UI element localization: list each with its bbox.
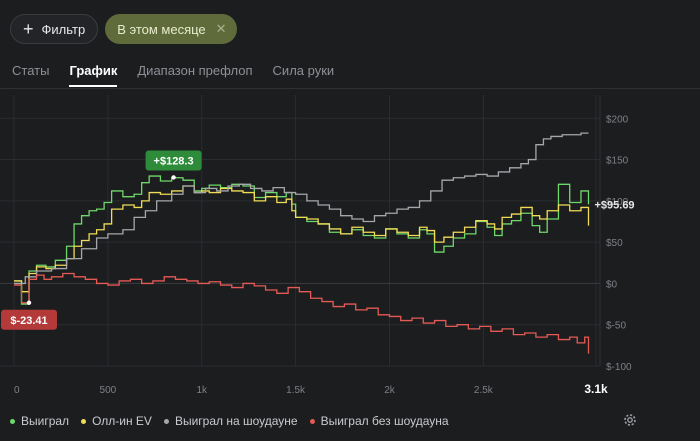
gear-icon[interactable] [622, 412, 638, 428]
max-value-label: +$128.3 [154, 155, 194, 167]
tab-stats[interactable]: Статы [12, 63, 50, 78]
legend-item-allin-ev[interactable]: Олл-ин EV [81, 414, 152, 428]
y-tick-label: $-50 [606, 321, 626, 332]
series-line-2 [14, 132, 589, 285]
x-tick-label: 2k [384, 385, 396, 396]
tab-bar: Статы График Диапазон префлоп Сила руки [12, 63, 334, 87]
tab-graph[interactable]: График [69, 63, 118, 87]
x-tick-label: 1k [196, 385, 208, 396]
y-tick-label: $50 [606, 238, 623, 249]
y-tick-label: $200 [606, 114, 629, 125]
chart-legend: Выиграл Олл-ин EV Выиграл на шоудауне Вы… [10, 414, 449, 428]
toolbar: + Фильтр В этом месяце ✕ [10, 14, 237, 44]
filter-button[interactable]: + Фильтр [10, 14, 99, 44]
min-value-label: $-23.41 [10, 315, 47, 327]
tab-hand-strength[interactable]: Сила руки [272, 63, 335, 78]
profit-chart[interactable]: $200 $150 $100 $50 $0 $-50 $-100 0 500 1k 1.5k 2k 2.… [0, 95, 700, 405]
legend-item-showdown[interactable]: Выиграл на шоудауне [163, 414, 298, 428]
period-label: В этом месяце [117, 21, 206, 37]
legend-item-non-showdown[interactable]: Выиграл без шоудауна [309, 414, 449, 428]
filter-label: Фильтр [41, 21, 86, 37]
tab-divider [0, 88, 700, 89]
legend-dot [81, 418, 87, 424]
annotation-badge [145, 150, 202, 171]
x-tick-label: 3.1k [584, 382, 608, 396]
legend-item-won[interactable]: Выиграл [10, 414, 69, 428]
period-filter-chip[interactable]: В этом месяце ✕ [105, 14, 237, 44]
annotation-point [171, 175, 176, 180]
series-line-0 [14, 175, 590, 305]
y-tick-label: $150 [606, 156, 629, 167]
annotation-point [26, 300, 32, 305]
x-tick-label: 0 [14, 385, 20, 396]
legend-dot [163, 418, 169, 424]
x-tick-label: 2.5k [474, 385, 494, 396]
x-tick-label: 1.5k [286, 385, 306, 396]
series-line-1 [14, 185, 590, 293]
legend-label: Выиграл без шоудауна [320, 414, 449, 428]
legend-label: Олл-ин EV [92, 414, 152, 428]
y-tick-label: $0 [606, 279, 618, 290]
close-icon[interactable]: ✕ [215, 21, 227, 36]
y-tick-label: $100 [606, 197, 629, 208]
series-line-3 [14, 272, 590, 354]
tab-preflop-range[interactable]: Диапазон префлоп [137, 63, 253, 78]
annotation-badge [1, 309, 58, 330]
legend-dot [10, 418, 15, 424]
x-tick-label: 500 [100, 385, 117, 396]
legend-label: Выиграл на шоудауне [174, 414, 298, 428]
legend-label: Выиграл [21, 414, 70, 428]
y-tick-label: $-100 [606, 362, 632, 373]
legend-dot [309, 418, 315, 424]
end-value-label: +$95.69 [594, 199, 634, 211]
plus-icon: + [23, 19, 34, 39]
